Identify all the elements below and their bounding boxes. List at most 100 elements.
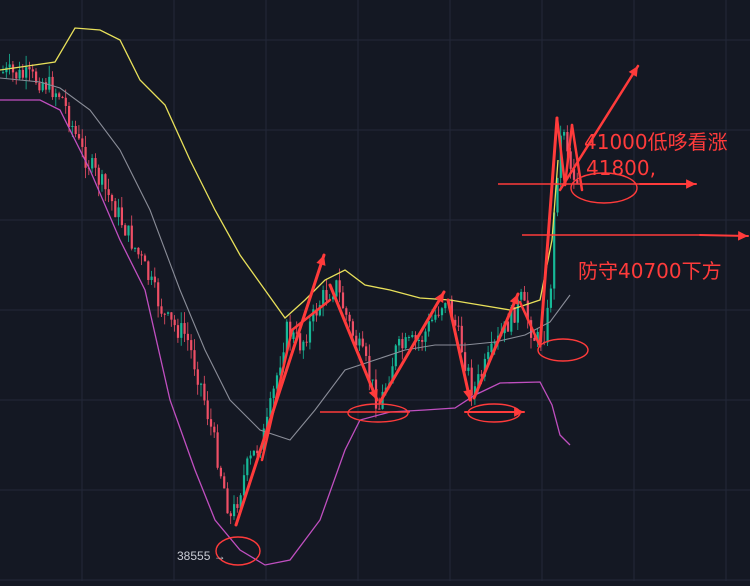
candle-body (305, 341, 308, 343)
candle-body (153, 276, 156, 283)
candle-body (31, 69, 34, 72)
candle-body (186, 333, 189, 341)
candle-body (54, 93, 57, 98)
candle-body (94, 158, 97, 168)
candle-body (536, 331, 539, 341)
candle-body (467, 367, 470, 371)
candle-body (157, 282, 160, 307)
candle-body (28, 67, 31, 70)
candle-body (134, 247, 137, 249)
candle-body (77, 134, 81, 139)
candle-body (391, 366, 394, 384)
bollinger-lower-band (0, 99, 571, 566)
candles (2, 53, 579, 525)
candle-body (38, 82, 41, 91)
candle-body (117, 207, 120, 218)
candle-body (351, 321, 354, 336)
candle-body (200, 383, 203, 385)
highlight-circle (537, 338, 589, 362)
candle-body (150, 276, 153, 281)
candle-body (58, 93, 61, 97)
candle-body (345, 308, 348, 315)
candle-body (143, 255, 147, 262)
candle-body (477, 374, 480, 387)
candle-body (193, 350, 196, 370)
arrow-head (628, 66, 638, 77)
candle-body (358, 338, 361, 346)
candle-body (417, 340, 420, 342)
candle-body (556, 177, 559, 213)
candle-body (483, 358, 486, 377)
candle-body (206, 400, 209, 420)
candle-body (299, 333, 302, 351)
candle-body (160, 306, 163, 314)
candle-body (74, 125, 77, 135)
candle-body (368, 355, 371, 380)
candle-body (533, 337, 536, 341)
arrow-head (737, 231, 748, 241)
candle-body (107, 189, 110, 196)
candle-body (450, 299, 453, 320)
candle-body (576, 179, 579, 184)
arrow-shaft (558, 64, 640, 192)
candle-body (404, 337, 407, 349)
bollinger-middle-band (0, 77, 571, 441)
candle-body (81, 138, 84, 147)
candle-body (563, 131, 566, 136)
candle-body (223, 476, 226, 489)
arrow-head (686, 179, 696, 189)
candle-body (183, 323, 186, 334)
annotation-bullish: 41000低哆看涨 (584, 130, 728, 154)
candle-body (285, 321, 288, 353)
drawn-line (290, 298, 332, 332)
candle-body (490, 343, 493, 353)
candle-body (275, 375, 279, 389)
candle-body (242, 475, 246, 496)
candle-body (51, 76, 54, 98)
candle-body (312, 309, 315, 322)
candle-body (510, 307, 513, 332)
candle-body (414, 334, 417, 341)
highlight-circle (570, 172, 638, 204)
arrow-head (434, 292, 444, 303)
candle-body (272, 388, 275, 399)
arrow-head (316, 255, 326, 266)
candle-body (546, 307, 549, 343)
candle-body (437, 314, 440, 316)
candle-body (236, 504, 239, 508)
candle-body (470, 367, 473, 396)
candle-body (553, 212, 556, 289)
candle-body (233, 504, 236, 517)
highlight-circle (347, 403, 409, 423)
candle-body (140, 254, 143, 256)
candle-body (44, 82, 48, 90)
candle-body (163, 313, 166, 315)
candle-body (249, 455, 252, 459)
candle-body (427, 321, 430, 332)
candle-body (549, 288, 552, 308)
candle-body (203, 383, 206, 401)
candle-body (124, 225, 127, 236)
candle-body (493, 342, 496, 344)
candle-body (513, 307, 516, 323)
candle-body (332, 296, 335, 300)
drawn-line (518, 300, 542, 348)
candle-body (180, 323, 183, 338)
candle-body (434, 314, 437, 320)
candle-body (487, 352, 490, 359)
candle-body (411, 334, 414, 338)
candle-body (213, 426, 216, 433)
candle-body (516, 299, 519, 323)
drawn-line (538, 116, 559, 348)
candle-body (424, 331, 427, 342)
candle-body (239, 495, 242, 508)
arrow-head (463, 389, 473, 400)
candle-body (61, 96, 64, 98)
arrow-shaft (472, 292, 520, 400)
candle-body (566, 131, 569, 152)
candle-body (219, 467, 222, 477)
candle-body (190, 340, 193, 351)
candle-body (147, 261, 150, 281)
candle-body (341, 292, 345, 309)
